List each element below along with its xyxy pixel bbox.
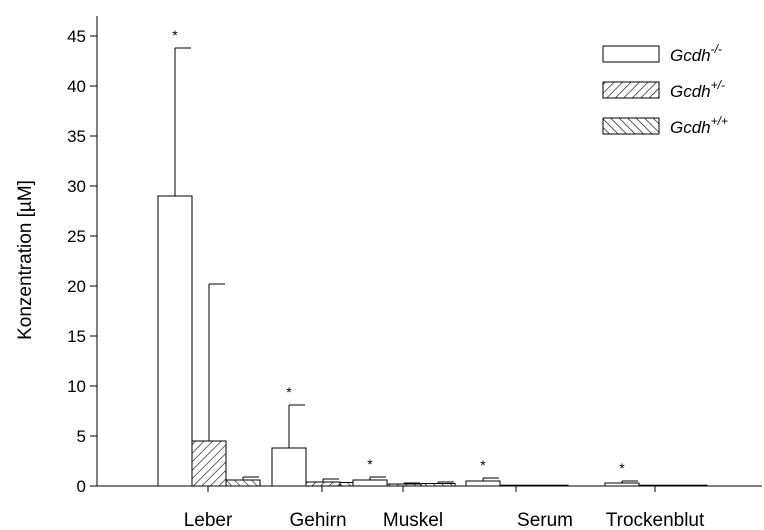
x-category-label: Leber [184, 510, 233, 530]
y-tick-label: 15 [67, 327, 86, 346]
significance-mark: * [172, 27, 178, 43]
x-category-label: Serum [517, 510, 573, 530]
x-category-label: Trockenblut [606, 510, 705, 530]
bar [157, 195, 193, 487]
y-tick-label: 35 [67, 127, 86, 146]
significance-mark: * [367, 456, 373, 472]
legend-swatch [602, 117, 660, 135]
y-tick-label: 5 [77, 427, 86, 446]
y-tick-label: 20 [67, 277, 86, 296]
y-axis-title: Konzentration [µM] [15, 180, 36, 340]
significance-mark: * [286, 384, 292, 400]
y-tick-label: 30 [67, 177, 86, 196]
y-tick-label: 40 [67, 77, 86, 96]
x-category-label: Gehirn [289, 510, 346, 530]
legend-swatch [602, 81, 660, 99]
bar [271, 447, 307, 487]
plot-area: * * * * * [157, 27, 708, 487]
axes: 0 5 10 15 20 25 30 35 40 45 Leber Gehirn Muskel Serum… [67, 16, 762, 530]
legend: Gcdh-/- Gcdh+/- Gcdh+/+ [602, 42, 728, 137]
significance-mark: * [480, 457, 486, 473]
bar [305, 481, 341, 487]
legend-swatch [602, 45, 660, 63]
y-tick-label: 45 [67, 27, 86, 46]
legend-label: Gcdh+/+ [670, 114, 728, 137]
y-tick-label: 10 [67, 377, 86, 396]
bar [352, 479, 388, 487]
y-tick-label: 0 [77, 477, 86, 496]
legend-label: Gcdh+/- [670, 78, 725, 101]
x-category-label: Muskel [383, 510, 443, 530]
bar [225, 479, 261, 487]
y-tick-label: 25 [67, 227, 86, 246]
bar [465, 480, 501, 487]
legend-label: Gcdh-/- [670, 42, 722, 65]
significance-mark: * [619, 460, 625, 476]
bar [191, 440, 227, 487]
